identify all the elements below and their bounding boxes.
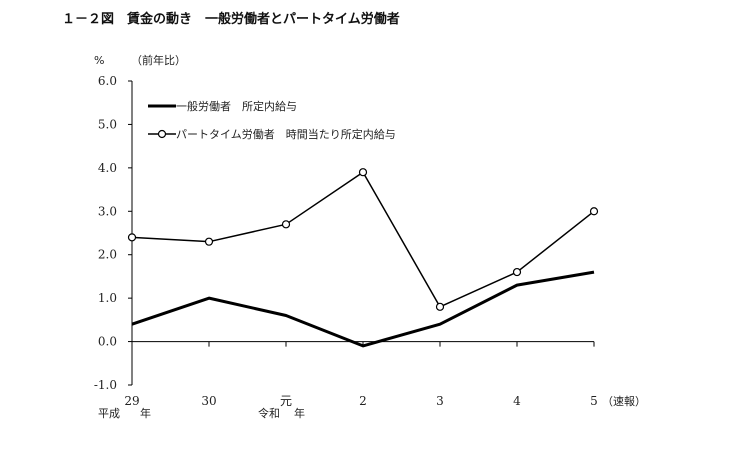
x-tick-label: 4 [513,394,521,408]
x-category-labels: 29 30 元 2 3 4 5平成年令和 年（速報） [98,394,646,420]
legend-marker-2 [157,129,167,139]
era-reiwa-suffix: 年 [294,406,305,420]
y-tick-label: 6.0 [98,74,117,88]
series-lines [127,168,599,348]
x-tick-label: 5 [590,394,598,408]
series-2-point [512,267,522,277]
x-tick-label: 2 [359,394,367,408]
legend-label-1: 一般労働者 所定内給与 [176,99,297,113]
y-tick-labels: 6.0 5.0 4.0 3.0 2.0 1.0 0.0 -1.0 [94,74,117,392]
series-2-point [127,233,137,242]
y-tick-label: 2.0 [98,248,117,262]
y-tick-label: 5.0 [98,117,117,131]
series-2-point [204,237,214,246]
legend-label-2: パートタイム労働者 時間当たり所定内給与 [176,127,396,141]
x-tick-label: 3 [436,394,444,408]
y-tick-label: 3.0 [98,204,117,218]
y-unit-label: % [94,54,104,67]
axes [128,80,595,386]
x-tick-label: 元 [280,394,292,408]
x-tick-label: 29 [124,394,139,408]
y-tick-label: 4.0 [98,161,117,175]
series-2-point [358,168,368,177]
era-heisei-prefix: 平成 [98,407,120,420]
series-line-2 [131,171,595,308]
series-2-point [435,302,445,311]
x-tick-label: 30 [201,394,216,408]
series-line-1 [131,270,595,348]
series-2-point [589,207,599,216]
era-reiwa-prefix: 令和 [258,406,280,420]
preliminary-note: （速報） [602,395,646,408]
era-heisei-suffix: 年 [140,406,151,420]
chart-title: １－２図 賃金の動き 一般労働者とパートタイム労働者 [62,11,400,27]
series-2-point [281,220,291,229]
y-note-label: （前年比） [131,53,186,67]
y-tick-label: 1.0 [98,291,117,305]
y-tick-label: -1.0 [94,378,117,392]
y-tick-label: 0.0 [98,335,117,349]
